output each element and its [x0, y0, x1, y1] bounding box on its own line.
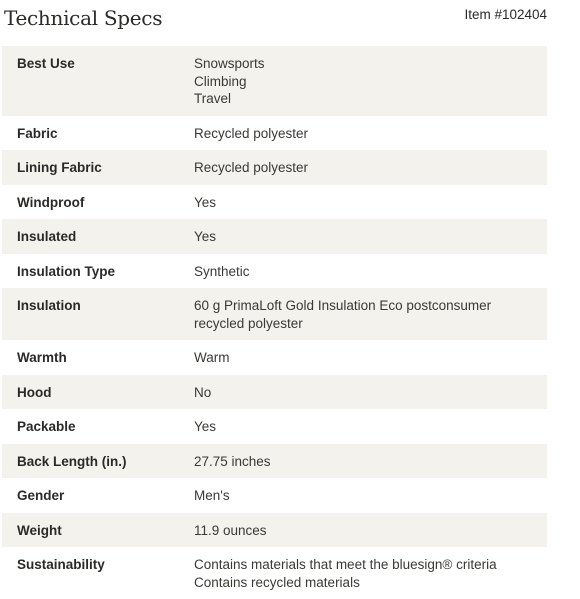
spec-value-line: Travel: [194, 91, 232, 106]
spec-value: Yes: [194, 418, 547, 436]
spec-row: Insulation 60 g PrimaLoft Gold Insulation…: [2, 288, 547, 340]
spec-value: No: [194, 384, 547, 402]
spec-row: Back Length (in.) 27.75 inches: [2, 443, 547, 478]
spec-value-line: Contains recycled materials: [194, 574, 360, 590]
spec-value-line: No: [194, 384, 212, 400]
item-number: Item #102404: [464, 7, 547, 22]
spec-row: Best Use Snowsports Climbing Travel: [2, 46, 547, 116]
spec-row: Insulation Type Synthetic: [2, 253, 547, 288]
spec-label: Warmth: [17, 350, 67, 365]
spec-label: Gender: [17, 488, 65, 503]
spec-row: Fabric Recycled polyester: [2, 115, 547, 150]
spec-row: Lining Fabric Recycled polyester: [2, 150, 547, 185]
spec-label: Insulation: [17, 298, 81, 313]
spec-label: Packable: [17, 419, 76, 434]
spec-value-line: Yes: [194, 229, 217, 244]
spec-value-line: Contains materials that meet the bluesig…: [194, 557, 497, 572]
spec-label: Weight: [17, 522, 62, 538]
spec-value-line: Snowsports: [194, 56, 265, 71]
spec-value: Recycled polyester: [194, 159, 547, 177]
spec-row: Insulated Yes: [2, 219, 547, 254]
spec-value: Warm: [194, 349, 547, 367]
spec-value: Yes: [194, 194, 547, 212]
spec-value-line: Warm: [194, 350, 230, 365]
spec-row: Gender Men's: [2, 478, 547, 513]
spec-value: 60 g PrimaLoft Gold Insulation Eco postc…: [194, 297, 547, 332]
spec-value: Snowsports Climbing Travel: [194, 55, 547, 108]
spec-label: Best Use: [17, 56, 75, 71]
spec-value: Recycled polyester: [194, 125, 547, 143]
spec-value: Men's: [194, 487, 547, 505]
spec-value-line: Men's: [194, 488, 230, 503]
spec-value-line: 60 g PrimaLoft Gold Insulation Eco postc…: [194, 298, 492, 331]
spec-label: Lining Fabric: [17, 160, 102, 175]
spec-value-line: Recycled polyester: [194, 125, 309, 141]
spec-value: 27.75 inches: [194, 453, 547, 471]
spec-value-line: Yes: [194, 194, 217, 210]
spec-label: Back Length (in.): [17, 453, 127, 469]
spec-value: 11.9 ounces: [194, 522, 547, 540]
spec-row: Packable Yes: [2, 409, 547, 444]
spec-value: Contains materials that meet the bluesig…: [194, 556, 547, 591]
spec-value-line: Climbing: [194, 73, 247, 89]
spec-label: Sustainability: [17, 557, 105, 572]
spec-row: Warmth Warm: [2, 340, 547, 375]
specs-header: Technical Specs Item #102404: [4, 0, 547, 40]
spec-label: Insulated: [17, 229, 77, 244]
spec-value-line: 11.9 ounces: [194, 522, 267, 538]
spec-value-line: 27.75 inches: [194, 453, 271, 469]
spec-row: Weight 11.9 ounces: [2, 512, 547, 547]
specs-table: Best Use Snowsports Climbing Travel Fabric Re…: [2, 46, 547, 599]
spec-label: Hood: [17, 384, 52, 400]
spec-value-line: Synthetic: [194, 263, 250, 279]
spec-value-line: Yes: [194, 419, 217, 434]
spec-value: Yes: [194, 228, 547, 246]
spec-row: Sustainability Contains materials that me…: [2, 547, 547, 599]
spec-row: Windproof Yes: [2, 184, 547, 219]
spec-label: Windproof: [17, 194, 85, 210]
spec-row: Hood No: [2, 374, 547, 409]
page-title: Technical Specs: [4, 6, 163, 30]
spec-label: Insulation Type: [17, 263, 116, 279]
spec-value: Synthetic: [194, 263, 547, 281]
spec-label: Fabric: [17, 125, 58, 141]
spec-value-line: Recycled polyester: [194, 160, 309, 175]
